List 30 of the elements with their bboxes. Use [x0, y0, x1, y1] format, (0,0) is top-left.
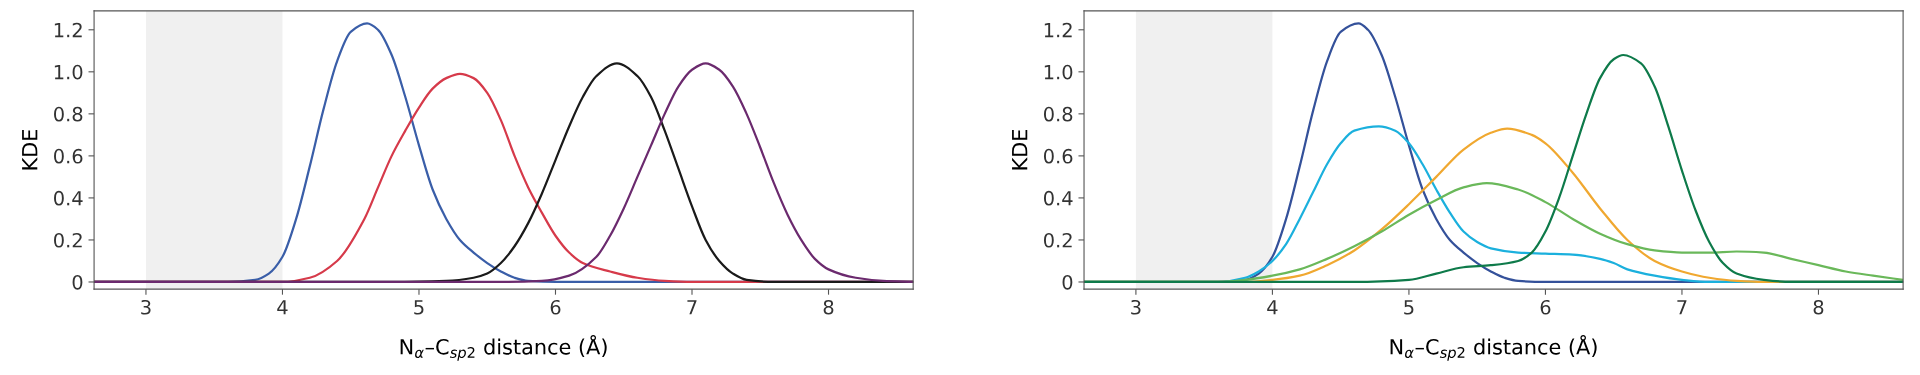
y-tick-label: 0.6	[54, 148, 83, 164]
x-tick-label: 6	[1540, 299, 1551, 315]
y-tick-label: 1.0	[54, 64, 83, 80]
x-tick-label: 5	[414, 300, 424, 315]
x-tick-label: 3	[141, 299, 151, 315]
x-axis-title: N$_{α}$–C$_{sp2}$ distance (Å)	[400, 335, 607, 361]
y-axis-title: KDE	[1012, 129, 1028, 170]
x-tick-label: 6	[550, 299, 561, 315]
y-tick-label: 0	[72, 274, 83, 290]
y-tick-label: 1.2	[54, 22, 82, 38]
y-axis-title: KDE	[22, 129, 38, 170]
x-tick-label: 4	[277, 300, 288, 315]
y-tick-label: 1.2	[1044, 22, 1072, 38]
x-tick-label: 4	[1267, 300, 1278, 315]
y-tick-label: 0.8	[1043, 106, 1073, 122]
y-tick-label: 0.2	[1043, 232, 1072, 248]
y-tick-label: 0.4	[54, 190, 83, 206]
y-tick-label: 0.6	[1043, 148, 1073, 164]
x-tick-label: 7	[687, 300, 697, 315]
y-tick-label: 0.4	[1043, 190, 1073, 206]
x-tick-label: 8	[1813, 299, 1824, 315]
y-tick-label: 1.0	[1044, 64, 1073, 80]
y-tick-label: 0	[1062, 274, 1073, 290]
x-tick-label: 7	[1677, 300, 1687, 315]
x-tick-label: 8	[823, 299, 834, 315]
x-tick-label: 5	[1404, 300, 1414, 315]
y-tick-label: 0.8	[54, 106, 83, 122]
x-axis-title: N$_{α}$–C$_{sp2}$ distance (Å)	[1390, 335, 1597, 361]
y-tick-label: 0.2	[54, 232, 82, 248]
x-tick-label: 3	[1131, 299, 1141, 315]
